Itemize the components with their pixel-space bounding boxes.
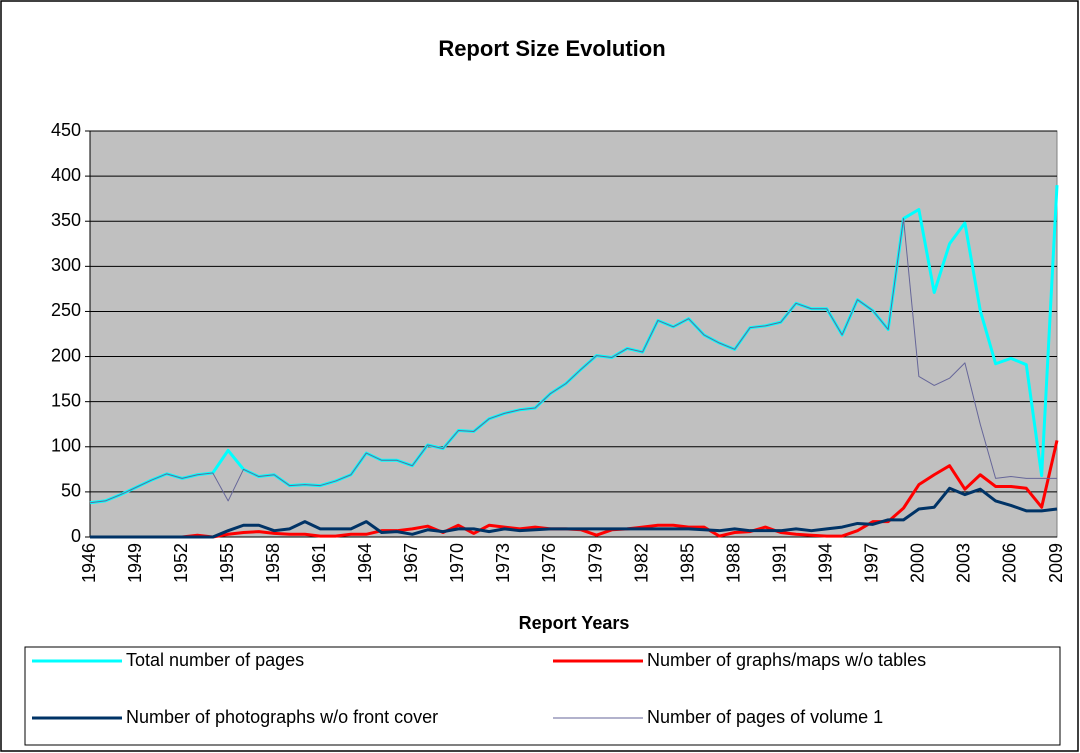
x-tick-label: 1970 [447,543,467,583]
x-tick-label: 1991 [769,543,789,583]
x-tick-label: 1994 [816,543,836,583]
y-tick-label: 400 [51,165,81,185]
x-tick-label: 1967 [401,543,421,583]
x-tick-label: 1955 [217,543,237,583]
y-tick-label: 50 [61,481,81,501]
x-tick-label: 1979 [585,543,605,583]
y-tick-label: 100 [51,436,81,456]
x-tick-label: 1985 [677,543,697,583]
series-line [89,218,1057,504]
legend-label: Total number of pages [126,650,304,670]
plot-area [89,130,1058,538]
x-tick-label: 1982 [631,543,651,583]
x-axis-title: Report Years [519,613,630,633]
legend-label: Number of photographs w/o front cover [126,707,438,727]
x-tick-label: 1958 [263,543,283,583]
series-line [90,486,1058,539]
y-tick-label: 0 [71,526,81,546]
legend-label: Number of graphs/maps w/o tables [647,650,926,670]
x-tick-label: 1988 [723,543,743,583]
y-tick-label: 250 [51,300,81,320]
chart-title: Report Size Evolution [438,36,665,61]
y-tick-label: 300 [51,255,81,275]
x-tick-label: 2000 [908,543,928,583]
x-tick-label: 1973 [493,543,513,583]
x-tick-label: 2009 [1046,543,1066,583]
legend-label: Number of pages of volume 1 [647,707,883,727]
x-tick-label: 1997 [862,543,882,583]
x-tick-label: 2003 [954,543,974,583]
x-tick-label: 1952 [171,543,191,583]
x-tick-label: 2006 [1000,543,1020,583]
y-tick-label: 200 [51,345,81,365]
x-tick-label: 1949 [125,543,145,583]
x-tick-label: 1961 [309,543,329,583]
y-tick-label: 450 [51,120,81,140]
legend-box [24,646,1061,746]
y-tick-label: 150 [51,390,81,410]
y-tick-label: 350 [51,210,81,230]
x-tick-label: 1946 [79,543,99,583]
x-tick-label: 1976 [539,543,559,583]
x-tick-label: 1964 [355,543,375,583]
